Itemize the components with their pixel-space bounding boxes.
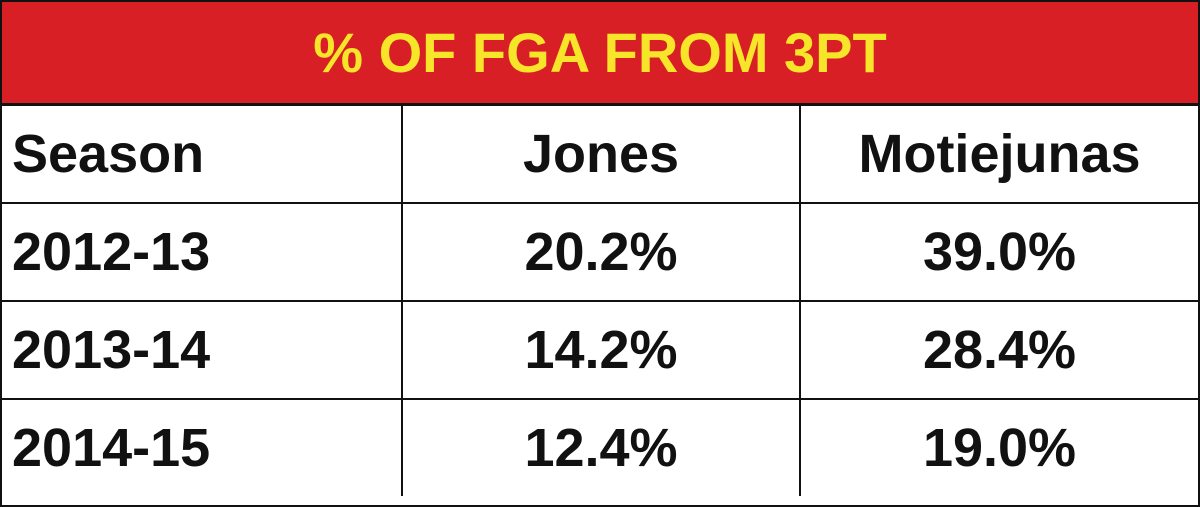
title: % OF FGA FROM 3PT xyxy=(2,2,1198,106)
value-cell: 39.0% xyxy=(799,202,1198,302)
value-cell: 12.4% xyxy=(401,398,801,496)
value-cell: 20.2% xyxy=(401,202,801,302)
season-cell: 2013-14 xyxy=(2,300,403,400)
value-cell: 28.4% xyxy=(799,300,1198,400)
data-row: 2013-14 14.2% 28.4% xyxy=(2,300,1198,400)
column-header: Jones xyxy=(401,106,801,204)
data-row: 2014-15 12.4% 19.0% xyxy=(2,398,1198,496)
season-cell: 2014-15 xyxy=(2,398,403,496)
data-row: 2012-13 20.2% 39.0% xyxy=(2,202,1198,302)
column-header: Motiejunas xyxy=(799,106,1198,204)
value-cell: 14.2% xyxy=(401,300,801,400)
table-body: Season Jones Motiejunas 2012-13 20.2% 39.0% 20… xyxy=(2,106,1198,496)
header-row: Season Jones Motiejunas xyxy=(2,106,1198,204)
stats-table: Season Jones Motiejunas 2012-13 20.2% 39.0% 20… xyxy=(2,106,1198,496)
column-header: Season xyxy=(2,106,403,204)
value-cell: 19.0% xyxy=(799,398,1198,496)
season-cell: 2012-13 xyxy=(2,202,403,302)
